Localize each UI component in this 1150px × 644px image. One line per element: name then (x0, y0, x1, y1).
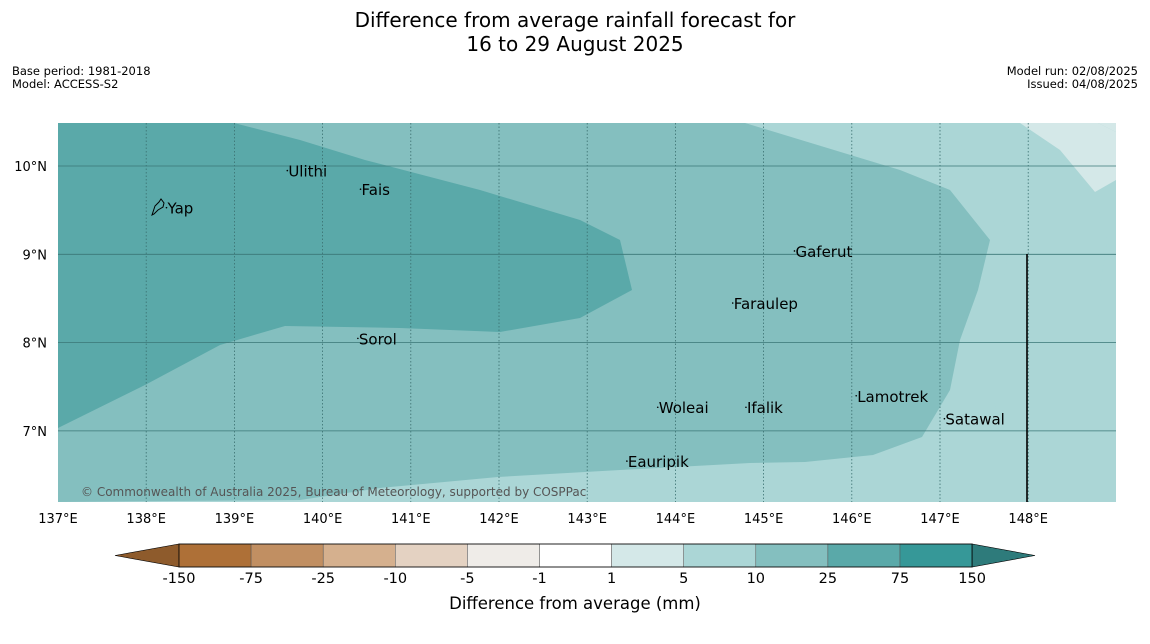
place-label: Eauripik (628, 453, 689, 471)
colorbar-tick-label: 1 (607, 571, 616, 587)
y-tick-label: 9°N (23, 248, 48, 263)
model-run: Model run: 02/08/2025 (1006, 64, 1138, 78)
colorbar-tick-label: 75 (891, 571, 909, 587)
colorbar-tick-label: 10 (747, 571, 765, 587)
place-label: Faraulep (734, 295, 798, 313)
region-5-10-east (945, 123, 1116, 502)
place-label: Lamotrek (857, 388, 928, 406)
colorbar-tick-label: -25 (311, 571, 335, 587)
place-marker (745, 406, 747, 409)
colorbar-segment (322, 543, 396, 568)
yap-island (151, 198, 165, 216)
colorbar-segment (611, 543, 684, 568)
place-marker (656, 406, 659, 409)
colorbar-tick-label: -5 (460, 571, 474, 587)
place-marker (731, 302, 734, 304)
x-tick-label: 139°E (215, 512, 255, 527)
place-marker (855, 394, 858, 397)
meta-left: Base period: 1981-2018 Model: ACCESS-S2 (12, 65, 151, 91)
place-label: Satawal (945, 411, 1004, 429)
x-tick-label: 143°E (567, 512, 607, 527)
colorbar: -150 -75 -25 -10 -5 -1 1 5 10 25 75 150 (114, 543, 1036, 587)
region-1-5-ne-light (1020, 123, 1116, 192)
colorbar-extend-high (971, 543, 1036, 568)
colorbar-extend-low (114, 543, 180, 568)
colorbar-tick-label: -10 (383, 571, 407, 587)
x-tick-label: 146°E (832, 512, 872, 527)
x-axis-ticks: 137°E 138°E 139°E 140°E 141°E 142°E 143°E 144°E… (38, 512, 1048, 527)
base-period: Base period: 1981-2018 (12, 64, 151, 78)
place-label: Gaferut (795, 243, 852, 261)
colorbar-tick-label: 25 (819, 571, 837, 587)
chart-title: Difference from average rainfall forecas… (0, 8, 1150, 56)
place-marker (357, 337, 359, 340)
x-tick-label: 144°E (656, 512, 696, 527)
y-tick-label: 7°N (23, 425, 48, 440)
x-tick-label: 142°E (479, 512, 519, 527)
colorbar-segment (683, 543, 757, 568)
place-marker (286, 169, 289, 172)
place-label: Sorol (359, 330, 397, 348)
x-tick-label: 141°E (391, 512, 431, 527)
title-line-1: Difference from average rainfall forecas… (354, 8, 796, 32)
colorbar-segment (395, 543, 468, 568)
x-tick-label: 140°E (303, 512, 343, 527)
colorbar-tick-label: 5 (679, 571, 688, 587)
colorbar-segment (467, 543, 540, 568)
place-label: Fais (362, 181, 391, 199)
colorbar-segment (755, 543, 829, 568)
colorbar-segment (539, 543, 612, 568)
colorbar-tick-label: -150 (163, 571, 196, 587)
x-tick-label: 138°E (126, 512, 166, 527)
colorbar-segment (178, 543, 252, 568)
y-axis-ticks: 10°N 9°N 8°N 7°N (14, 160, 47, 440)
place-label: Yap (166, 200, 193, 218)
issued-date: Issued: 04/08/2025 (1027, 77, 1138, 91)
colorbar-frame (178, 543, 973, 568)
colorbar-segment (899, 543, 973, 568)
place-marker (359, 188, 362, 190)
place-marker (626, 460, 628, 462)
copyright-notice: © Commonwealth of Australia 2025, Bureau… (81, 485, 587, 499)
colorbar-segment (250, 543, 324, 568)
colorbar-title: Difference from average (mm) (449, 594, 701, 613)
model-name: Model: ACCESS-S2 (12, 77, 119, 91)
colorbar-tick-label: 150 (958, 571, 986, 587)
gridlines (58, 123, 1116, 502)
place-marker (165, 206, 168, 209)
x-tick-label: 137°E (38, 512, 78, 527)
title-line-2: 16 to 29 August 2025 (466, 32, 684, 56)
x-tick-label: 147°E (920, 512, 960, 527)
y-tick-label: 8°N (23, 337, 48, 352)
place-marker (793, 250, 796, 252)
place-labels: Ulithi Fais Yap Gaferut Faraulep Sorol Lamotre… (165, 163, 1005, 471)
place-label: Ifalik (747, 399, 783, 417)
colorbar-tick-label: -75 (239, 571, 263, 587)
place-marker (943, 417, 946, 420)
meta-right: Model run: 02/08/2025 Issued: 04/08/2025 (1007, 65, 1138, 91)
colorbar-segment (827, 543, 901, 568)
colorbar-tick-label: -1 (532, 571, 546, 587)
x-tick-label: 148°E (1008, 512, 1048, 527)
x-tick-label: 145°E (744, 512, 784, 527)
place-label: Ulithi (288, 163, 327, 181)
region-25-75 (58, 123, 632, 428)
place-label: Woleai (659, 399, 709, 417)
y-tick-label: 10°N (14, 160, 47, 175)
